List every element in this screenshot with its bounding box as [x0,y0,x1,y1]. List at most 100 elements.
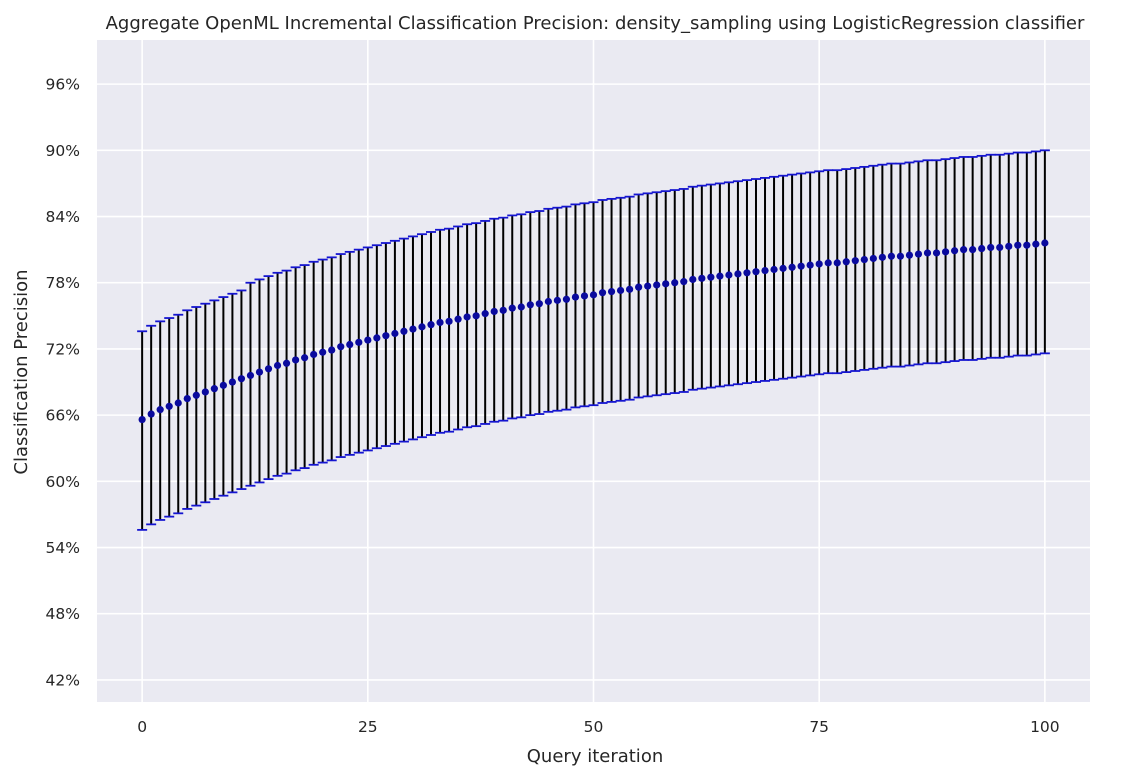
mean-point [409,325,417,333]
y-tick-label: 54% [46,539,80,557]
mean-point [535,300,543,308]
mean-point [725,271,733,279]
mean-point [734,270,742,278]
mean-point [680,278,688,286]
mean-point [797,262,805,270]
mean-point [490,307,498,316]
y-tick-label: 78% [46,274,80,292]
mean-point [481,310,489,318]
mean-point [472,312,480,320]
mean-point [346,340,354,349]
mean-point [978,244,986,253]
error-bars [137,149,1050,531]
y-tick-label: 84% [46,208,80,226]
mean-point [905,251,914,259]
mean-point [887,252,896,260]
mean-point [508,304,516,312]
mean-point [454,315,462,323]
mean-point [941,248,950,256]
mean-point [806,261,814,269]
mean-point [427,321,435,329]
mean-point [878,253,886,261]
mean-point [201,388,209,396]
mean-point [698,274,706,282]
mean-point [301,354,309,362]
mean-point [355,338,363,346]
mean-point [391,329,399,338]
mean-point [788,263,796,271]
mean-point [932,249,941,257]
mean-point [319,348,327,356]
mean-point [644,282,652,290]
mean-point [960,246,968,254]
mean-point [364,336,372,344]
mean-point [418,323,426,331]
mean-point [824,259,832,267]
mean-point [851,257,859,265]
mean-point [400,327,408,335]
mean-point [292,356,300,364]
mean-point [373,334,381,342]
mean-point [914,250,923,258]
mean-point [896,252,905,260]
x-tick-label: 100 [1030,718,1060,736]
mean-point [147,410,155,418]
mean-point [752,268,760,276]
mean-point [662,280,670,288]
mean-point [653,281,661,289]
mean-point [869,254,877,263]
mean-point [607,287,616,296]
mean-point [616,286,625,295]
mean-point [842,258,850,266]
x-axis-label: Query iteration [527,746,663,767]
mean-point [860,255,868,264]
y-tick-label: 66% [46,407,80,425]
mean-point [761,266,769,275]
chart-title: Aggregate OpenML Incremental Classificat… [106,13,1085,34]
y-tick-label: 48% [46,605,80,623]
y-tick-label: 96% [46,76,80,94]
mean-point [499,306,507,314]
mean-point [273,361,282,370]
mean-point [833,259,841,267]
y-tick-label: 42% [46,671,80,689]
mean-point [382,332,390,340]
mean-point [580,292,589,300]
mean-point [192,391,200,399]
mean-point [264,365,273,373]
mean-point [1005,242,1013,250]
y-tick-labels: 42% 48% 54% 60% 66% 72% 78% 84% 90% 96% [46,76,80,690]
mean-point [337,343,345,351]
mean-point [282,359,291,367]
mean-point [328,346,336,354]
mean-point [553,296,561,304]
mean-point [210,385,218,393]
mean-point [598,289,607,297]
mean-point [589,291,598,299]
mean-point [770,265,778,274]
mean-point [445,317,453,325]
mean-point [517,303,525,311]
mean-point [707,273,715,281]
mean-point [635,283,643,291]
mean-point [779,264,787,272]
mean-point [526,301,534,309]
y-tick-label: 60% [46,473,80,491]
mean-point [165,402,173,410]
x-tick-labels: 0 25 50 75 100 [137,718,1059,736]
mean-point [544,297,552,306]
mean-point [228,378,237,386]
mean-point [255,368,264,376]
y-tick-label: 90% [46,142,80,160]
mean-point [174,399,182,407]
mean-point [689,275,697,284]
mean-point [996,243,1004,252]
mean-point [815,260,823,268]
mean-point [571,293,580,301]
mean-point [562,295,571,303]
mean-point [716,272,724,280]
mean-point [1032,240,1040,248]
mean-point [219,381,227,389]
mean-point [626,285,634,293]
